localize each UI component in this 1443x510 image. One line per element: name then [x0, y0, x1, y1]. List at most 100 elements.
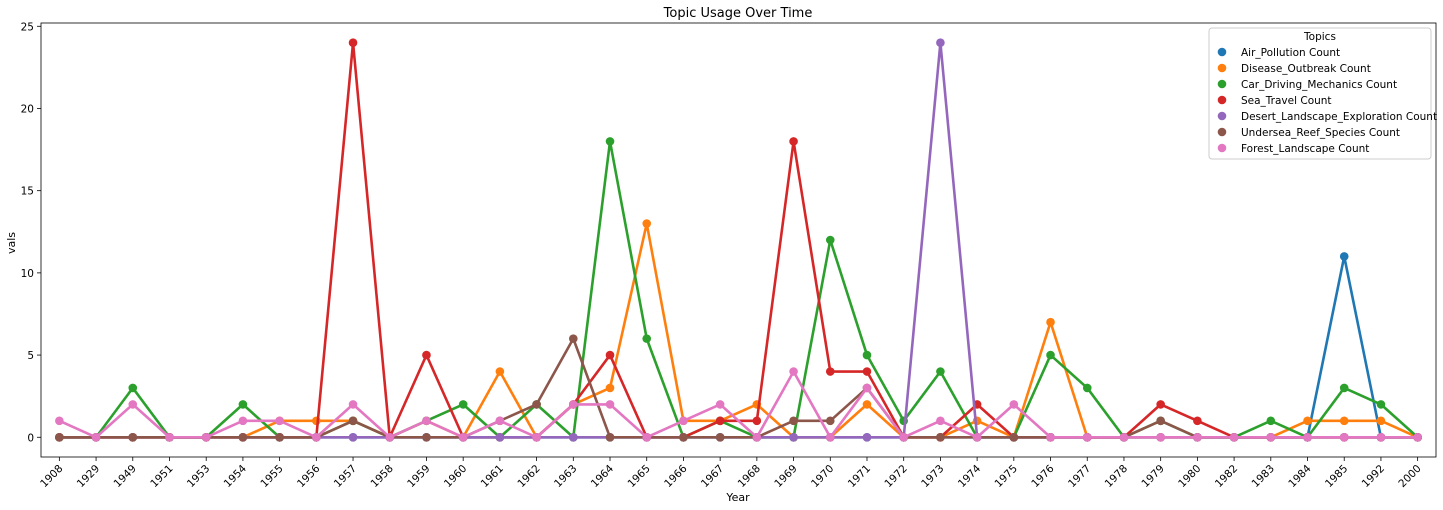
data-point	[752, 432, 762, 442]
x-tick-label: 1976	[1029, 462, 1057, 490]
data-point	[1082, 432, 1092, 442]
data-point	[348, 432, 358, 442]
data-point	[642, 432, 652, 442]
data-point	[1156, 400, 1165, 409]
data-point	[825, 367, 835, 376]
data-point	[1339, 252, 1349, 261]
data-point	[1413, 432, 1422, 442]
data-point	[642, 334, 652, 343]
data-point	[1082, 383, 1092, 393]
data-point	[936, 367, 945, 376]
series-7	[55, 367, 1422, 442]
x-tick-label: 1955	[258, 463, 285, 490]
x-tick-label: 1966	[662, 462, 690, 490]
series-6	[55, 334, 1422, 442]
data-point	[862, 383, 872, 393]
x-tick-label: 1980	[1176, 463, 1203, 490]
x-tick-label: 1959	[405, 463, 432, 490]
data-point	[605, 350, 615, 360]
data-point	[1376, 416, 1386, 426]
series-line	[59, 255, 1418, 439]
x-tick-label: 1967	[699, 463, 726, 490]
data-point	[422, 432, 431, 442]
data-point	[715, 400, 725, 409]
data-point	[715, 432, 725, 442]
series-line	[59, 222, 1419, 439]
data-point	[1229, 432, 1239, 442]
data-point	[275, 432, 284, 442]
data-point	[752, 416, 762, 426]
x-tick-label: 1957	[332, 463, 359, 490]
data-point	[1046, 432, 1055, 442]
x-tick-label: 1953	[185, 463, 212, 490]
data-point	[1376, 432, 1386, 442]
legend-marker	[1217, 111, 1227, 121]
legend-marker	[1217, 63, 1227, 73]
data-point	[1339, 383, 1349, 393]
x-tick-label: 1968	[736, 463, 763, 490]
x-tick-label: 1969	[772, 463, 799, 490]
data-point	[312, 432, 321, 442]
data-point	[825, 432, 835, 442]
data-point	[422, 416, 431, 426]
x-tick-label: 2000	[1396, 463, 1423, 490]
series-line	[58, 370, 1418, 439]
data-point	[348, 416, 358, 426]
data-point	[1156, 432, 1165, 442]
x-tick-label: 1979	[1139, 463, 1166, 490]
legend-item: Sea_Travel Count	[1217, 95, 1332, 107]
x-tick-label: 1972	[882, 463, 909, 490]
x-tick-label: 1949	[112, 463, 139, 490]
data-point	[862, 367, 872, 376]
x-tick-label: 1992	[1360, 463, 1387, 490]
data-point	[458, 432, 468, 442]
data-point	[789, 432, 798, 442]
data-point	[605, 383, 615, 393]
data-point	[862, 350, 872, 360]
x-tick-label: 1975	[993, 463, 1020, 490]
data-point	[1339, 432, 1349, 442]
y-tick-label: 20	[21, 103, 34, 115]
data-point	[238, 432, 248, 442]
data-point	[1046, 317, 1055, 327]
data-point	[936, 432, 945, 442]
x-tick-label: 1960	[442, 463, 469, 490]
legend-item: Air_Pollution Count	[1217, 47, 1340, 59]
y-tick-label: 5	[27, 350, 34, 362]
data-point	[422, 350, 431, 360]
legend-box	[1208, 27, 1432, 160]
legend-marker	[1217, 47, 1227, 57]
data-point	[936, 416, 945, 426]
data-point	[201, 432, 211, 442]
data-point	[1156, 416, 1165, 426]
x-tick-label: 1962	[515, 463, 542, 490]
data-point	[91, 432, 101, 442]
data-point	[715, 416, 725, 426]
x-tick-label: 1929	[75, 463, 102, 490]
data-point	[1303, 432, 1312, 442]
series-line	[59, 337, 1418, 439]
data-point	[458, 400, 468, 409]
data-point	[275, 416, 284, 426]
data-point	[385, 432, 395, 442]
legend-label: Car_Driving_Mechanics Count	[1241, 79, 1397, 91]
data-point	[972, 432, 982, 442]
legend-item: Desert_Landscape_Exploration Count	[1217, 111, 1437, 123]
legend-label: Sea_Travel Count	[1241, 95, 1332, 107]
x-tick-label: 1970	[809, 463, 836, 490]
data-point	[1266, 416, 1276, 426]
data-point	[1009, 432, 1019, 442]
data-point	[1119, 432, 1129, 442]
legend-marker	[1217, 95, 1227, 105]
legend-marker	[1217, 143, 1227, 153]
x-tick-label: 1974	[956, 462, 984, 490]
data-point	[789, 367, 798, 376]
y-axis: 0 5 10 15 20 25	[21, 21, 41, 444]
x-tick-label: 1985	[1323, 463, 1350, 490]
data-point	[679, 432, 688, 442]
legend-title: Topics	[1303, 31, 1336, 43]
x-tick-label: 1954	[222, 462, 250, 490]
y-axis-label: vals	[5, 232, 18, 254]
data-point	[1339, 416, 1349, 426]
